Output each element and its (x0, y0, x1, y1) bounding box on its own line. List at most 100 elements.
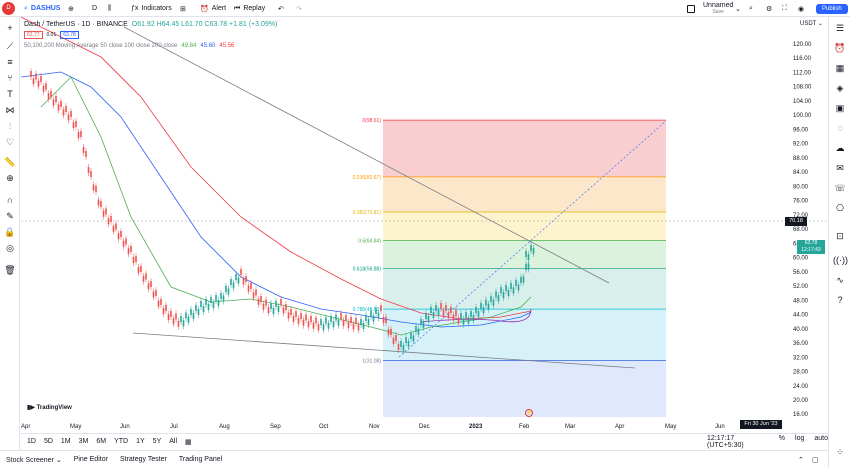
maximize-icon[interactable]: ▢ (812, 456, 819, 464)
heart-icon[interactable]: ♡ (5, 137, 15, 147)
chart-pane[interactable]: 0(98.61) 0.236(82.67) 0.382(72.81) 0.5(64.8… (21, 17, 828, 433)
fullscreen-button[interactable]: ⛶ (782, 0, 787, 17)
ruler-icon[interactable]: 📏 (4, 157, 16, 167)
watchlist-icon[interactable]: ☰ (835, 23, 845, 33)
candle-body (270, 303, 272, 309)
range-1d-button[interactable]: 1D (27, 437, 36, 445)
range-5d-button[interactable]: 5D (43, 437, 53, 445)
chart-type-button[interactable]: ⫼ (108, 0, 111, 17)
indicators-button[interactable]: ƒx Indicators (131, 0, 172, 17)
range-1m-button[interactable]: 1M (60, 437, 71, 445)
fib-level-label: 0.236(82.67) (353, 175, 382, 181)
notifications-icon[interactable]: ☏ (834, 183, 846, 193)
ma-label[interactable]: 50,100,200 Moving Average 50 close 100 c… (24, 43, 178, 49)
candle-body (470, 311, 472, 317)
add-symbol-button[interactable]: ⊕ (68, 0, 74, 17)
candle-body (275, 301, 277, 307)
pattern-icon[interactable]: ⋈ (5, 105, 15, 115)
range-6m-button[interactable]: 6M (96, 437, 107, 445)
interval-button[interactable]: D (92, 0, 97, 17)
text-icon[interactable]: T (7, 89, 13, 99)
layout-menu[interactable]: Unnamed Save (703, 0, 733, 17)
templates-button[interactable]: ⊞ (180, 0, 186, 17)
pine-editor-tab[interactable]: Pine Editor (73, 456, 108, 463)
redo-button[interactable]: ↷ (296, 0, 302, 17)
settings-button[interactable]: ⚙ (766, 0, 772, 17)
dom-icon[interactable]: ⊡ (836, 231, 844, 241)
range-3m-button[interactable]: 3M (78, 437, 89, 445)
price-chart[interactable]: 0(98.61) 0.236(82.67) 0.382(72.81) 0.5(64.8… (21, 17, 828, 433)
streams-icon[interactable]: ☁ (835, 143, 845, 153)
crosshair-icon[interactable]: + (7, 23, 13, 33)
clock-timezone[interactable]: 12:17:17 (UTC+5:30) (707, 434, 744, 449)
bid-price[interactable]: 63.77 (24, 31, 43, 39)
price-axis[interactable]: 120.00 116.00 112.00 108.00 104.00 100.00 96.0… (793, 42, 812, 418)
alerts-icon[interactable]: ⏰ (834, 43, 846, 53)
fib-level-label: 0.382(72.81) (353, 210, 382, 216)
trendlines[interactable] (21, 26, 828, 369)
candle-body (400, 341, 402, 347)
symbol-search[interactable]: ⌕ DASHUS (24, 0, 60, 17)
range-all-button[interactable]: All (169, 437, 178, 445)
range-1y-button[interactable]: 1Y (136, 437, 145, 445)
candle-body (182, 320, 185, 327)
fib-icon[interactable]: ⫶ (8, 121, 12, 131)
replay-button[interactable]: ⏮ Replay (234, 0, 265, 17)
auto-toggle[interactable]: auto (814, 434, 828, 442)
horizontal-lines-icon[interactable]: ≡ (7, 57, 13, 67)
publish-button[interactable]: Publish (816, 0, 848, 17)
magnet-icon[interactable]: ∩ (6, 195, 14, 205)
legend-title[interactable]: Dash / TetherUS · 1D · BINANCE (24, 21, 128, 28)
time-axis[interactable]: Apr May Jun Jul Aug Sep Oct Nov Dec 2023 Feb Mar Apr… (21, 424, 725, 430)
strategy-tester-tab[interactable]: Strategy Tester (119, 456, 167, 463)
log-toggle[interactable]: log (795, 434, 805, 442)
support-trendline[interactable] (132, 332, 636, 369)
layout-checkbox[interactable] (687, 0, 695, 17)
layout-dropdown[interactable]: ⌄ (735, 0, 741, 17)
ideas-icon[interactable]: ◌ (837, 123, 843, 133)
event-icon[interactable]: ⚡ (525, 409, 533, 417)
pitchfork-icon[interactable]: ⑂ (7, 73, 13, 83)
eye-icon[interactable]: ◎ (6, 243, 14, 253)
pulse-icon[interactable]: ∿ (836, 275, 844, 285)
ma200-value: 45.56 (219, 43, 235, 49)
ask-price[interactable]: 63.78 (60, 31, 79, 39)
range-ytd-button[interactable]: YTD (114, 437, 129, 445)
search-icon: ⌕ (749, 4, 753, 12)
candle-body (280, 299, 282, 305)
alert-button[interactable]: ⏰ Alert (200, 0, 226, 17)
order-panel-icon[interactable]: ⎔ (836, 203, 844, 213)
range-5y-button[interactable]: 5Y (152, 437, 162, 445)
lock-icon[interactable]: 🔒 (4, 227, 16, 237)
x-tick-label: 2023 (469, 424, 483, 430)
candle-body (187, 316, 190, 323)
lock-drawing-icon[interactable]: ✎ (6, 211, 14, 221)
grid-small-icon[interactable]: ⁘ (836, 447, 844, 457)
zoom-icon[interactable]: ⊕ (6, 173, 14, 183)
resistance-trendline[interactable] (123, 26, 610, 284)
search-button[interactable]: ⌕ (749, 0, 753, 17)
signal-icon[interactable]: ((·)) (833, 255, 848, 265)
chat-icon[interactable]: ✉ (836, 163, 844, 173)
stock-screener-tab[interactable]: Stock Screener ⌄ (6, 456, 62, 464)
fib-retracement[interactable]: 0(98.61) 0.236(82.67) 0.382(72.81) 0.5(64.8… (353, 118, 666, 417)
percent-toggle[interactable]: % (778, 434, 786, 442)
avatar[interactable]: D (2, 0, 15, 17)
currency-selector[interactable]: USDT ⌄ (800, 20, 823, 27)
trading-panel-tab[interactable]: Trading Panel (178, 456, 223, 463)
snapshot-button[interactable]: ◉ (798, 0, 804, 17)
data-window-icon[interactable]: ▦ (835, 63, 845, 73)
candle-body (55, 96, 57, 102)
candle-body (70, 111, 72, 117)
hotlist-icon[interactable]: ◈ (836, 83, 844, 93)
trash-icon[interactable]: 🗑 (4, 265, 16, 275)
fib-level-label: 0(98.61) (362, 118, 381, 124)
trendline-icon[interactable]: ⟋ (6, 41, 14, 51)
alert-label: Alert (211, 5, 227, 12)
undo-button[interactable]: ↶ (278, 0, 284, 17)
calendar-icon[interactable]: ▣ (835, 103, 845, 113)
collapse-icon[interactable]: ⌃ (798, 456, 804, 464)
help-icon[interactable]: ? (837, 295, 843, 305)
goto-date-button[interactable]: ▦ (185, 438, 192, 446)
candle-body (402, 345, 405, 351)
